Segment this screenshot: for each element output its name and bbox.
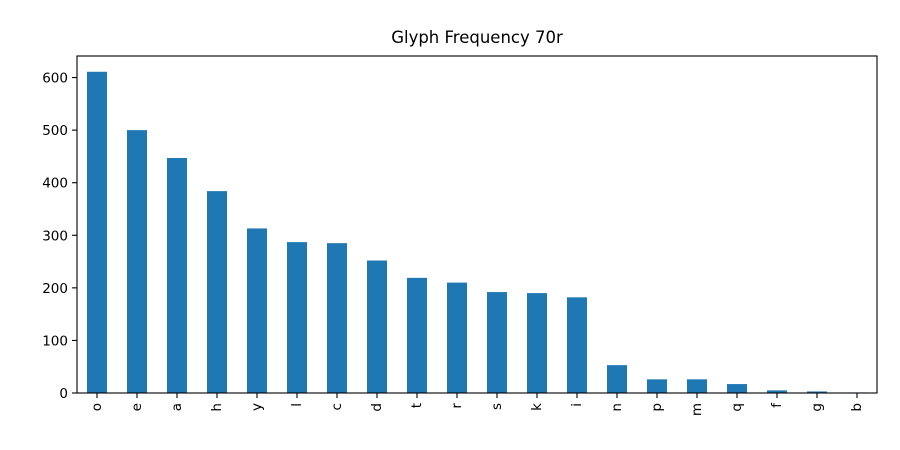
y-tick-label: 100	[42, 333, 68, 349]
bar-m	[687, 379, 707, 393]
bar-t	[407, 277, 427, 393]
bar-g	[807, 391, 827, 393]
x-tick-label-k: k	[529, 403, 545, 411]
x-tick-label-h: h	[209, 403, 225, 412]
bar-r	[447, 282, 467, 393]
x-tick-label-c: c	[329, 403, 345, 410]
y-tick-label: 0	[59, 386, 68, 402]
plot-frame	[76, 55, 878, 394]
x-tick-label-l: l	[289, 403, 305, 407]
x-tick-label-i: i	[569, 403, 585, 407]
bar-k	[527, 293, 547, 393]
bar-h	[207, 191, 227, 393]
bar-n	[607, 365, 627, 393]
x-tick-label-r: r	[449, 403, 465, 409]
x-tick-label-n: n	[609, 403, 625, 412]
bar-c	[327, 243, 347, 393]
y-tick-label: 200	[42, 281, 68, 297]
x-tick-label-g: g	[809, 403, 825, 412]
x-tick-label-o: o	[89, 403, 105, 411]
x-tick-label-f: f	[769, 402, 785, 408]
bar-f	[767, 390, 787, 393]
y-tick-label: 500	[42, 123, 68, 139]
bar-e	[127, 130, 147, 393]
bar-y	[247, 228, 267, 393]
bar-q	[727, 384, 747, 393]
x-tick-label-m: m	[689, 403, 705, 416]
bar-p	[647, 379, 667, 393]
bar-i	[567, 297, 587, 393]
x-tick-label-e: e	[129, 403, 145, 411]
x-tick-label-t: t	[409, 403, 425, 408]
chart-title: Glyph Frequency 70r	[391, 28, 563, 47]
x-tick-label-q: q	[729, 403, 745, 412]
x-tick-label-b: b	[849, 403, 865, 412]
y-tick-label: 400	[42, 176, 68, 192]
x-tick-label-p: p	[649, 403, 665, 412]
bar-s	[487, 292, 507, 393]
bars	[87, 71, 867, 394]
y-tick-label: 600	[42, 71, 68, 87]
x-tick-label-y: y	[249, 403, 265, 411]
x-tick-label-s: s	[489, 403, 505, 410]
bar-d	[367, 260, 387, 393]
x-tick-label-a: a	[169, 403, 185, 411]
bar-a	[167, 157, 187, 393]
bar-l	[287, 242, 307, 393]
y-tick-label: 300	[42, 228, 68, 244]
bar-o	[87, 71, 107, 394]
x-tick-label-d: d	[369, 403, 385, 412]
y-axis: 0 100 200 300 400 500 600	[42, 71, 77, 402]
